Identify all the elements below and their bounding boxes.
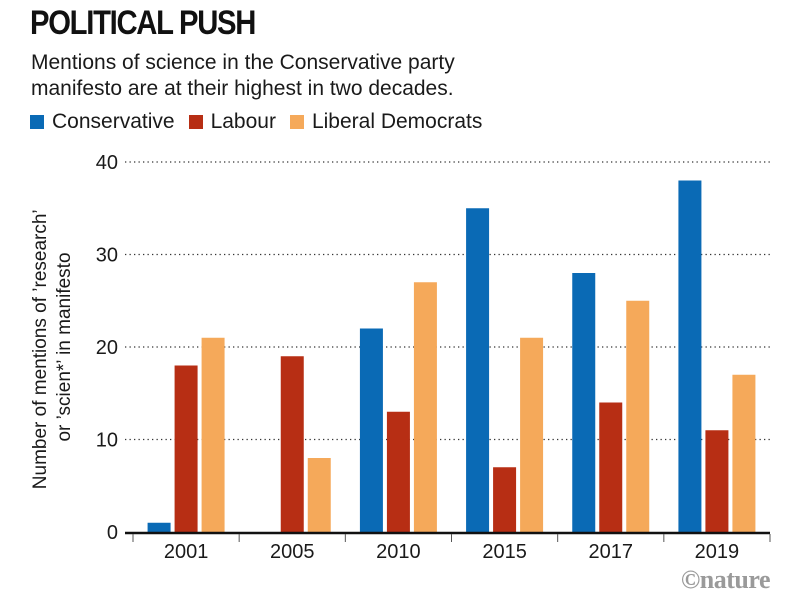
y-tick-label: 30 xyxy=(96,245,118,267)
bar-conservative-2010 xyxy=(359,328,383,532)
x-tick-label: 2005 xyxy=(270,541,315,563)
bar-labour-2001 xyxy=(174,365,198,532)
legend-label-liberal-democrats: Liberal Democrats xyxy=(311,110,483,133)
bar-conservative-2017 xyxy=(572,273,596,532)
legend-item-liberal-democrats: Liberal Democrats xyxy=(289,110,483,134)
legend: Conservative Labour Liberal Democrats xyxy=(30,110,496,134)
chart-subtitle: Mentions of science in the Conservative … xyxy=(31,51,455,100)
legend-item-conservative: Conservative xyxy=(30,110,175,134)
x-axis: 2001 2005 2010 2015 2017 2019 xyxy=(125,531,771,563)
y-tick-label: 0 xyxy=(107,522,118,544)
y-axis-label-line-1: Number of mentions of ’research’ xyxy=(30,210,51,490)
bar-conservative-2015 xyxy=(466,208,490,532)
bar-labour-2015 xyxy=(493,467,517,532)
y-tick-label: 10 xyxy=(96,430,118,452)
bar-liberal-democrats-2010 xyxy=(413,282,437,532)
bar-liberal-democrats-2005 xyxy=(307,458,331,532)
bar-conservative-2019 xyxy=(678,180,702,532)
x-tick-label: 2001 xyxy=(164,541,209,563)
x-tick-label: 2019 xyxy=(695,541,740,563)
legend-swatch-conservative xyxy=(30,115,44,129)
bar-labour-2017 xyxy=(599,402,623,532)
x-tick-label: 2015 xyxy=(482,541,527,563)
y-axis-ticks: 0 10 20 30 40 xyxy=(96,152,118,544)
y-tick-label: 20 xyxy=(96,337,118,359)
bar-labour-2010 xyxy=(386,411,410,532)
bar-liberal-democrats-2015 xyxy=(520,337,544,532)
bars xyxy=(147,180,756,532)
bar-labour-2019 xyxy=(705,430,729,532)
bar-liberal-democrats-2019 xyxy=(732,374,756,532)
bar-conservative-2001 xyxy=(147,522,171,532)
x-tick-label: 2010 xyxy=(376,541,421,563)
bar-liberal-democrats-2017 xyxy=(626,300,650,532)
y-axis-label: Number of mentions of ’research’ or ’sci… xyxy=(30,205,75,489)
legend-label-conservative: Conservative xyxy=(52,110,175,133)
y-tick-label: 40 xyxy=(96,152,118,174)
y-axis-label-line-2: or ’scien*’ in manifesto xyxy=(54,252,75,441)
legend-swatch-labour xyxy=(188,115,203,129)
legend-label-labour: Labour xyxy=(210,110,276,133)
legend-item-labour: Labour xyxy=(188,110,276,134)
chart-title: POLITICAL PUSH xyxy=(30,4,256,42)
nature-credit-logo: ©nature xyxy=(680,565,771,594)
x-tick-label: 2017 xyxy=(589,541,634,563)
bar-labour-2005 xyxy=(280,356,304,532)
bar-liberal-democrats-2001 xyxy=(201,337,225,532)
legend-swatch-liberal-democrats xyxy=(289,115,304,129)
